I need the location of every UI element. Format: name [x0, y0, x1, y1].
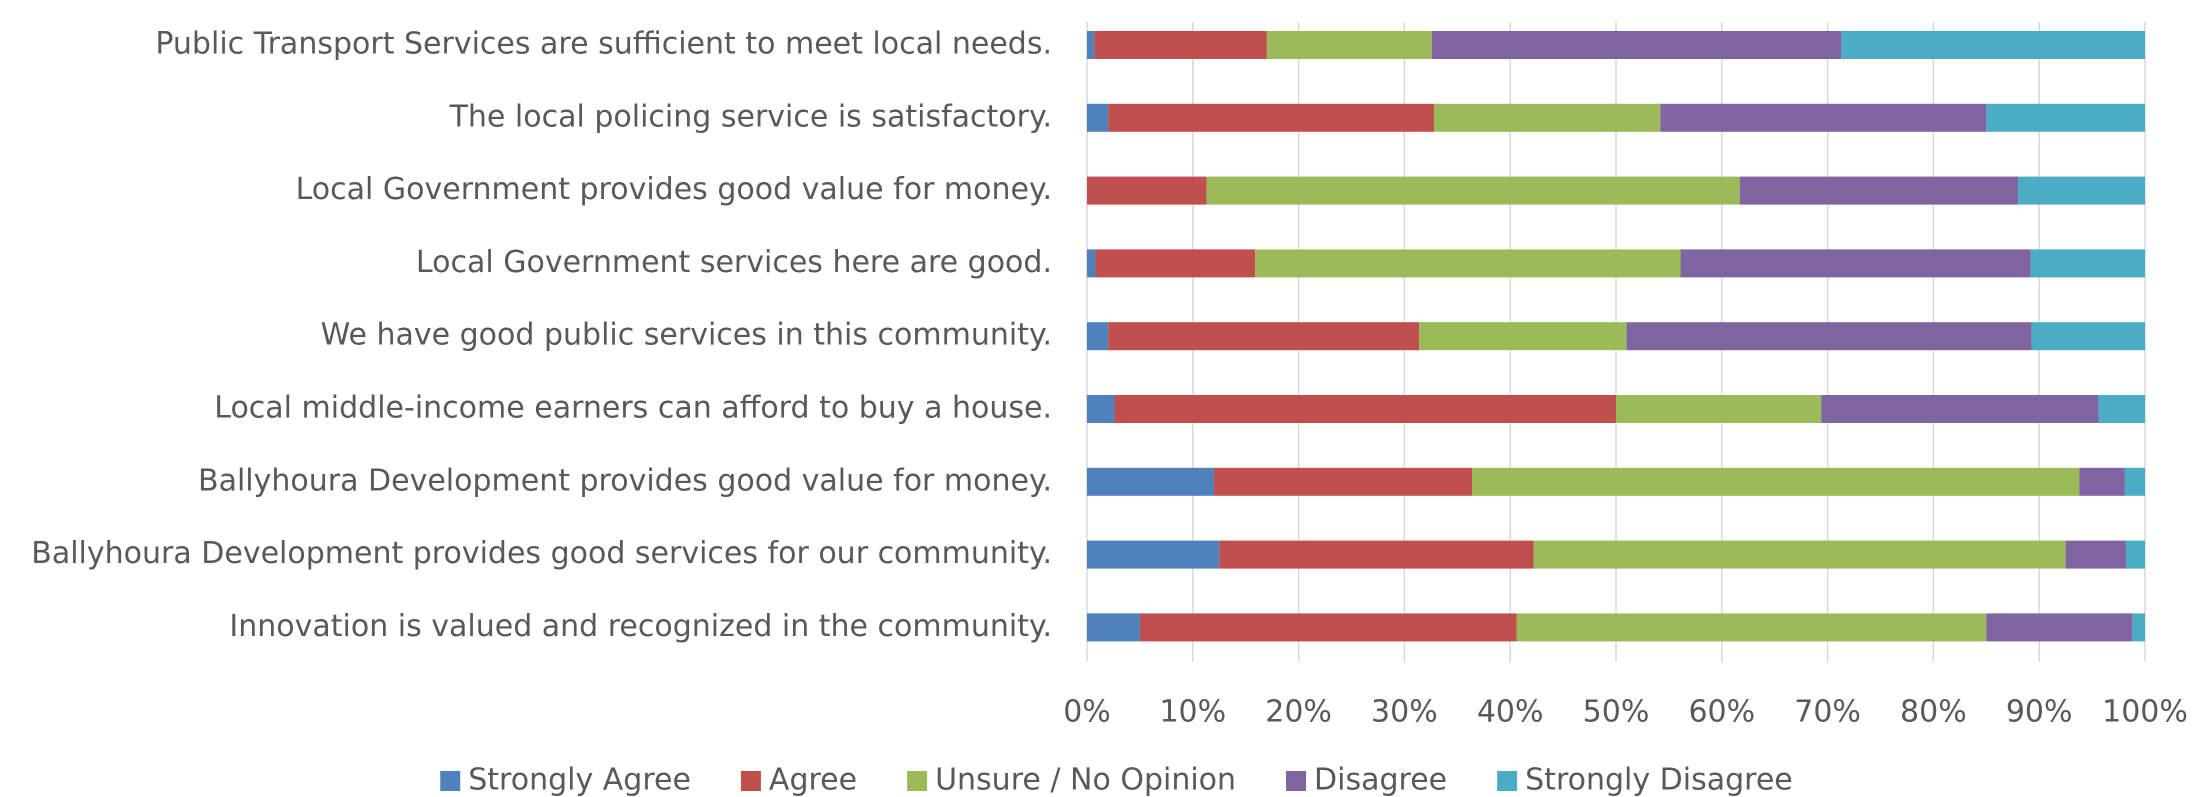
legend-swatch: [1286, 771, 1307, 791]
legend-label: Agree: [769, 763, 857, 797]
bar-segment: [1986, 613, 2133, 642]
bar-segment: [1219, 540, 1534, 569]
y-tick-label: Innovation is valued and recognized in t…: [229, 609, 1052, 644]
bar-segment: [1986, 103, 2145, 132]
bar-segment: [1087, 249, 1096, 278]
legend-swatch: [1497, 771, 1518, 791]
x-tick-label: 30%: [1371, 695, 1438, 730]
x-tick-label: 0%: [1063, 695, 1111, 730]
bar-segment: [1266, 31, 1432, 59]
bar-segment: [1533, 540, 2066, 569]
bar-segment: [1087, 540, 1220, 569]
y-tick-label: Public Transport Services are sufficient…: [155, 27, 1052, 62]
bar-segment: [1114, 395, 1616, 423]
legend-label: Strongly Agree: [468, 763, 691, 797]
bar-segment: [1087, 322, 1109, 351]
x-tick-label: 60%: [1688, 695, 1755, 730]
legend-swatch: [740, 771, 761, 791]
y-tick-label: Local Government provides good value for…: [296, 172, 1052, 207]
bar-segment: [2065, 540, 2126, 569]
bar-segment: [1616, 395, 1822, 423]
legend: Strongly Agree Agree Unsure / No Opinion Di…: [440, 763, 1793, 797]
bar-segment: [1213, 467, 1473, 496]
legend-label: Disagree: [1314, 763, 1447, 797]
bar-segment: [1419, 322, 1627, 351]
y-tick-label: Ballyhoura Development provides good val…: [198, 463, 1052, 498]
legend-label: Strongly Disagree: [1525, 763, 1793, 797]
bar-segment: [1087, 176, 1207, 205]
bar-segment: [1087, 31, 1095, 59]
y-tick-label: We have good public services in this com…: [321, 318, 1052, 353]
bar-segment: [1087, 467, 1214, 496]
x-tick-label: 90%: [2006, 695, 2073, 730]
x-tick-label: 100%: [2102, 695, 2188, 730]
bar-segment: [1431, 31, 1842, 59]
bar-segment: [2018, 176, 2145, 205]
bar-segment: [2125, 540, 2145, 569]
bar-segment: [1680, 249, 2031, 278]
bar-segment: [1139, 613, 1517, 642]
bar-segment: [2031, 322, 2145, 351]
bar-segment: [1739, 176, 2019, 205]
bar-segment: [1094, 31, 1267, 59]
bar-segment: [2124, 467, 2145, 496]
bar-segment: [2132, 613, 2145, 642]
y-tick-label: Local middle-income earners can afford t…: [214, 391, 1052, 426]
bar-segment: [1434, 103, 1661, 132]
x-tick-label: 40%: [1477, 695, 1544, 730]
bar-segment: [1108, 103, 1435, 132]
y-tick-label: The local policing service is satisfacto…: [449, 99, 1052, 134]
bar-segment: [1255, 249, 1681, 278]
y-tick-label: Ballyhoura Development provides good ser…: [31, 536, 1052, 571]
x-tick-label: 50%: [1583, 695, 1650, 730]
bar-segment: [1108, 322, 1420, 351]
x-tick-label: 80%: [1900, 695, 1967, 730]
x-tick-label: 70%: [1794, 695, 1861, 730]
bar-segment: [2030, 249, 2145, 278]
bar-segment: [1472, 467, 2080, 496]
x-tick-label: 20%: [1265, 695, 1332, 730]
bar-segment: [1626, 322, 2032, 351]
legend-swatch: [907, 771, 928, 791]
bar-segment: [1516, 613, 1987, 642]
legend-label: Unsure / No Opinion: [935, 763, 1236, 797]
bar-segment: [1660, 103, 1987, 132]
legend-swatch: [440, 771, 461, 791]
bar-segment: [1821, 395, 2099, 423]
bar-segment: [1095, 249, 1256, 278]
bar-segment: [1087, 613, 1140, 642]
bar-segment: [1206, 176, 1740, 205]
y-tick-label: Local Government services here are good.: [416, 245, 1052, 280]
x-tick-label: 10%: [1159, 695, 1226, 730]
bar-segment: [1087, 103, 1109, 132]
bar-segment: [1087, 395, 1115, 423]
bar-segment: [2098, 395, 2145, 423]
bar-segment: [1841, 31, 2145, 59]
bar-segment: [2079, 467, 2125, 496]
